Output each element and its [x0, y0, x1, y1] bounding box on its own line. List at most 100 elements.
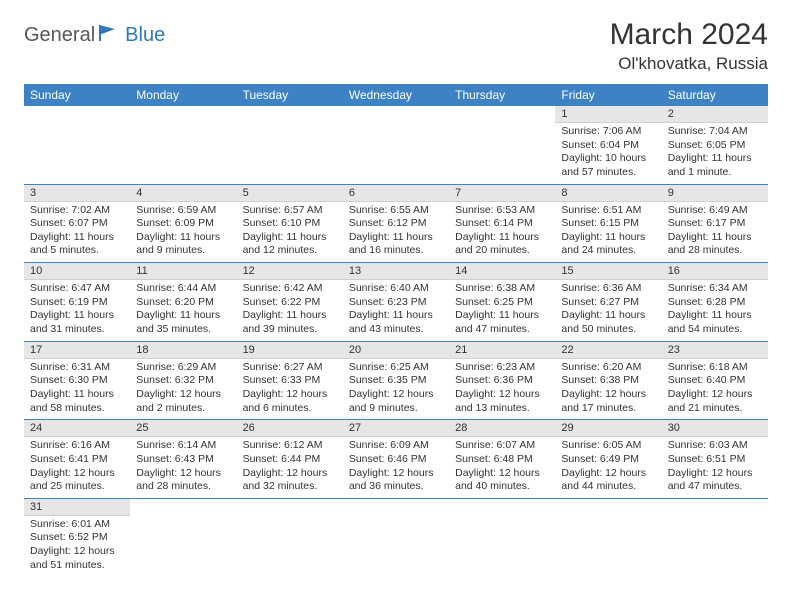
day-number: 27	[343, 420, 449, 437]
empty-cell	[237, 106, 343, 184]
day-cell: 18Sunrise: 6:29 AMSunset: 6:32 PMDayligh…	[130, 341, 236, 420]
week-row: 24Sunrise: 6:16 AMSunset: 6:41 PMDayligh…	[24, 420, 768, 499]
sunrise-line: Sunrise: 6:31 AM	[30, 361, 124, 375]
sunrise-line: Sunrise: 6:20 AM	[561, 361, 655, 375]
daylight-line: Daylight: 10 hours and 57 minutes.	[561, 152, 655, 179]
daylight-line: Daylight: 12 hours and 21 minutes.	[668, 388, 762, 415]
sunrise-line: Sunrise: 7:02 AM	[30, 204, 124, 218]
day-cell: 7Sunrise: 6:53 AMSunset: 6:14 PMDaylight…	[449, 184, 555, 263]
sunset-line: Sunset: 6:46 PM	[349, 453, 443, 467]
day-cell: 19Sunrise: 6:27 AMSunset: 6:33 PMDayligh…	[237, 341, 343, 420]
day-cell: 26Sunrise: 6:12 AMSunset: 6:44 PMDayligh…	[237, 420, 343, 499]
daylight-line: Daylight: 12 hours and 47 minutes.	[668, 467, 762, 494]
day-number: 19	[237, 342, 343, 359]
day-number: 5	[237, 185, 343, 202]
daylight-line: Daylight: 11 hours and 54 minutes.	[668, 309, 762, 336]
empty-cell	[130, 106, 236, 184]
logo-text-blue: Blue	[125, 24, 165, 47]
day-info: Sunrise: 6:40 AMSunset: 6:23 PMDaylight:…	[343, 280, 449, 341]
logo: General Blue	[24, 24, 165, 47]
day-number: 2	[662, 106, 768, 123]
sunrise-line: Sunrise: 6:23 AM	[455, 361, 549, 375]
daylight-line: Daylight: 12 hours and 28 minutes.	[136, 467, 230, 494]
sunrise-line: Sunrise: 7:04 AM	[668, 125, 762, 139]
sunrise-line: Sunrise: 6:36 AM	[561, 282, 655, 296]
daylight-line: Daylight: 11 hours and 43 minutes.	[349, 309, 443, 336]
sunset-line: Sunset: 6:36 PM	[455, 374, 549, 388]
day-number: 10	[24, 263, 130, 280]
sunrise-line: Sunrise: 6:49 AM	[668, 204, 762, 218]
sunrise-line: Sunrise: 6:25 AM	[349, 361, 443, 375]
day-cell: 20Sunrise: 6:25 AMSunset: 6:35 PMDayligh…	[343, 341, 449, 420]
day-number: 18	[130, 342, 236, 359]
day-number: 3	[24, 185, 130, 202]
day-number: 23	[662, 342, 768, 359]
empty-cell	[449, 498, 555, 576]
daylight-line: Daylight: 12 hours and 6 minutes.	[243, 388, 337, 415]
day-info: Sunrise: 6:51 AMSunset: 6:15 PMDaylight:…	[555, 202, 661, 263]
day-number: 8	[555, 185, 661, 202]
sunset-line: Sunset: 6:51 PM	[668, 453, 762, 467]
sunset-line: Sunset: 6:10 PM	[243, 217, 337, 231]
daylight-line: Daylight: 11 hours and 31 minutes.	[30, 309, 124, 336]
day-number: 11	[130, 263, 236, 280]
daylight-line: Daylight: 12 hours and 9 minutes.	[349, 388, 443, 415]
empty-cell	[343, 106, 449, 184]
day-number: 17	[24, 342, 130, 359]
sunrise-line: Sunrise: 6:14 AM	[136, 439, 230, 453]
daylight-line: Daylight: 11 hours and 5 minutes.	[30, 231, 124, 258]
day-number: 21	[449, 342, 555, 359]
sunrise-line: Sunrise: 6:27 AM	[243, 361, 337, 375]
day-number: 6	[343, 185, 449, 202]
header: General Blue March 2024 Ol'khovatka, Rus…	[24, 18, 768, 74]
empty-cell	[237, 498, 343, 576]
empty-cell	[24, 106, 130, 184]
sunrise-line: Sunrise: 6:07 AM	[455, 439, 549, 453]
day-info: Sunrise: 6:49 AMSunset: 6:17 PMDaylight:…	[662, 202, 768, 263]
sunset-line: Sunset: 6:32 PM	[136, 374, 230, 388]
day-number: 9	[662, 185, 768, 202]
daylight-line: Daylight: 12 hours and 40 minutes.	[455, 467, 549, 494]
sunset-line: Sunset: 6:07 PM	[30, 217, 124, 231]
day-number: 28	[449, 420, 555, 437]
sunrise-line: Sunrise: 7:06 AM	[561, 125, 655, 139]
day-number: 4	[130, 185, 236, 202]
day-header-row: SundayMondayTuesdayWednesdayThursdayFrid…	[24, 84, 768, 106]
sunrise-line: Sunrise: 6:16 AM	[30, 439, 124, 453]
week-row: 1Sunrise: 7:06 AMSunset: 6:04 PMDaylight…	[24, 106, 768, 184]
sunset-line: Sunset: 6:14 PM	[455, 217, 549, 231]
empty-cell	[343, 498, 449, 576]
day-number: 12	[237, 263, 343, 280]
day-cell: 15Sunrise: 6:36 AMSunset: 6:27 PMDayligh…	[555, 263, 661, 342]
sunset-line: Sunset: 6:49 PM	[561, 453, 655, 467]
sunrise-line: Sunrise: 6:29 AM	[136, 361, 230, 375]
daylight-line: Daylight: 12 hours and 17 minutes.	[561, 388, 655, 415]
day-number: 31	[24, 499, 130, 516]
daylight-line: Daylight: 12 hours and 51 minutes.	[30, 545, 124, 572]
sunset-line: Sunset: 6:25 PM	[455, 296, 549, 310]
week-row: 17Sunrise: 6:31 AMSunset: 6:30 PMDayligh…	[24, 341, 768, 420]
day-info: Sunrise: 6:34 AMSunset: 6:28 PMDaylight:…	[662, 280, 768, 341]
daylight-line: Daylight: 11 hours and 50 minutes.	[561, 309, 655, 336]
day-info: Sunrise: 6:57 AMSunset: 6:10 PMDaylight:…	[237, 202, 343, 263]
day-number: 29	[555, 420, 661, 437]
sunrise-line: Sunrise: 6:34 AM	[668, 282, 762, 296]
sunrise-line: Sunrise: 6:40 AM	[349, 282, 443, 296]
daylight-line: Daylight: 11 hours and 12 minutes.	[243, 231, 337, 258]
day-cell: 16Sunrise: 6:34 AMSunset: 6:28 PMDayligh…	[662, 263, 768, 342]
day-number: 25	[130, 420, 236, 437]
day-cell: 11Sunrise: 6:44 AMSunset: 6:20 PMDayligh…	[130, 263, 236, 342]
day-number: 26	[237, 420, 343, 437]
day-info: Sunrise: 6:07 AMSunset: 6:48 PMDaylight:…	[449, 437, 555, 498]
day-header: Tuesday	[237, 84, 343, 106]
day-cell: 29Sunrise: 6:05 AMSunset: 6:49 PMDayligh…	[555, 420, 661, 499]
day-info: Sunrise: 7:06 AMSunset: 6:04 PMDaylight:…	[555, 123, 661, 184]
day-info: Sunrise: 6:14 AMSunset: 6:43 PMDaylight:…	[130, 437, 236, 498]
day-info: Sunrise: 6:18 AMSunset: 6:40 PMDaylight:…	[662, 359, 768, 420]
title-block: March 2024 Ol'khovatka, Russia	[610, 18, 768, 74]
day-info: Sunrise: 6:03 AMSunset: 6:51 PMDaylight:…	[662, 437, 768, 498]
sunset-line: Sunset: 6:04 PM	[561, 139, 655, 153]
month-title: March 2024	[610, 18, 768, 52]
daylight-line: Daylight: 12 hours and 25 minutes.	[30, 467, 124, 494]
daylight-line: Daylight: 11 hours and 9 minutes.	[136, 231, 230, 258]
